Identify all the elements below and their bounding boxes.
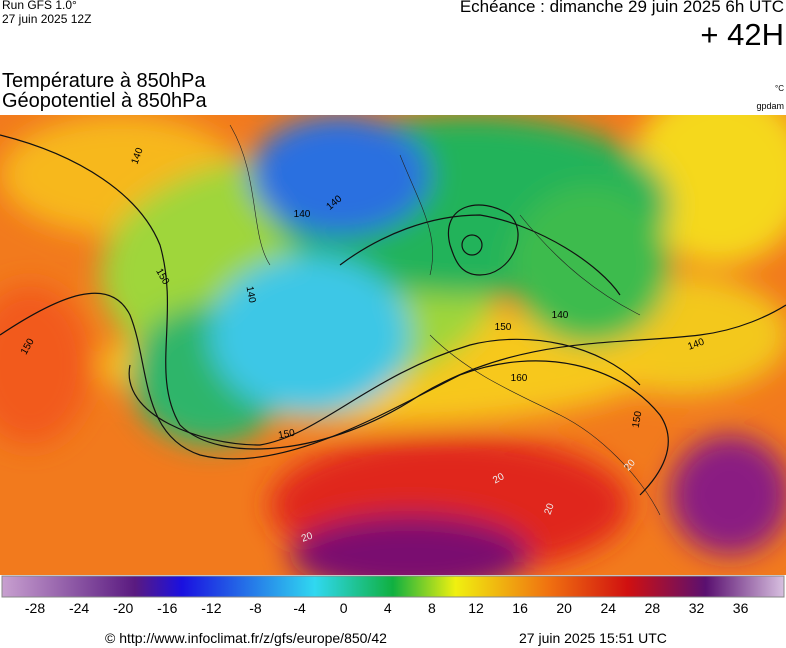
colorbar-tick-label: 12: [468, 600, 484, 616]
unit-temperature: °C: [775, 84, 784, 93]
run-date: 27 juin 2025 12Z: [2, 12, 92, 26]
title-geopotential: Géopotentiel à 850hPa: [2, 90, 207, 112]
colorbar-tick-label: -8: [249, 600, 262, 616]
colorbar-tick-label: 32: [688, 600, 705, 616]
colorbar-scale: [1, 575, 785, 598]
generated-time: 27 juin 2025 15:51 UTC: [519, 630, 667, 646]
run-label: Run GFS 1.0°: [2, 0, 77, 12]
colorbar-tick-label: -4: [293, 600, 306, 616]
colorbar-tick-label: -20: [113, 600, 134, 616]
contour-label: 20: [491, 471, 507, 486]
title-temperature: Température à 850hPa: [2, 70, 206, 92]
contour-label: 140: [294, 209, 311, 220]
temperature-field: [0, 115, 786, 575]
colorbar-tick-label: -24: [68, 600, 90, 616]
geopotential-contours: [0, 134, 786, 496]
colorbar-tick-label: 8: [427, 600, 436, 616]
contour-label: 150: [495, 322, 512, 333]
colorbar-tick-label: -12: [201, 600, 222, 616]
colorbar-tick-label: 20: [556, 600, 572, 616]
coastlines: [229, 124, 661, 516]
contour-label: 20: [543, 502, 557, 517]
colorbar-tick-label: 24: [600, 600, 617, 616]
colorbar-tick-label: 4: [383, 600, 392, 616]
contour-label: 150: [277, 428, 296, 442]
source-url: © http://www.infoclimat.fr/z/gfs/europe/…: [105, 630, 387, 646]
map: 1401401401401501501501501601401401502020…: [0, 115, 786, 575]
colorbar: [1, 575, 785, 598]
colorbar-tick-label: 36: [732, 600, 749, 616]
lead-time: + 42H: [700, 17, 784, 52]
contour-label: 150: [631, 410, 645, 429]
colorbar-tick-label: 28: [644, 600, 661, 616]
contour-label: 160: [511, 373, 528, 384]
echeance: Echéance : dimanche 29 juin 2025 6h UTC: [459, 0, 784, 16]
colorbar-tick-label: -16: [157, 600, 178, 616]
colorbar-tick-label: 16: [512, 600, 528, 616]
contour-label: 20: [300, 530, 315, 544]
colorbar-tick-label: 0: [339, 600, 348, 616]
contour-label: 140: [552, 310, 569, 321]
unit-geopotential: gpdam: [756, 101, 784, 111]
contour-label: 140: [244, 285, 258, 304]
colorbar-tick-label: -28: [24, 600, 46, 616]
